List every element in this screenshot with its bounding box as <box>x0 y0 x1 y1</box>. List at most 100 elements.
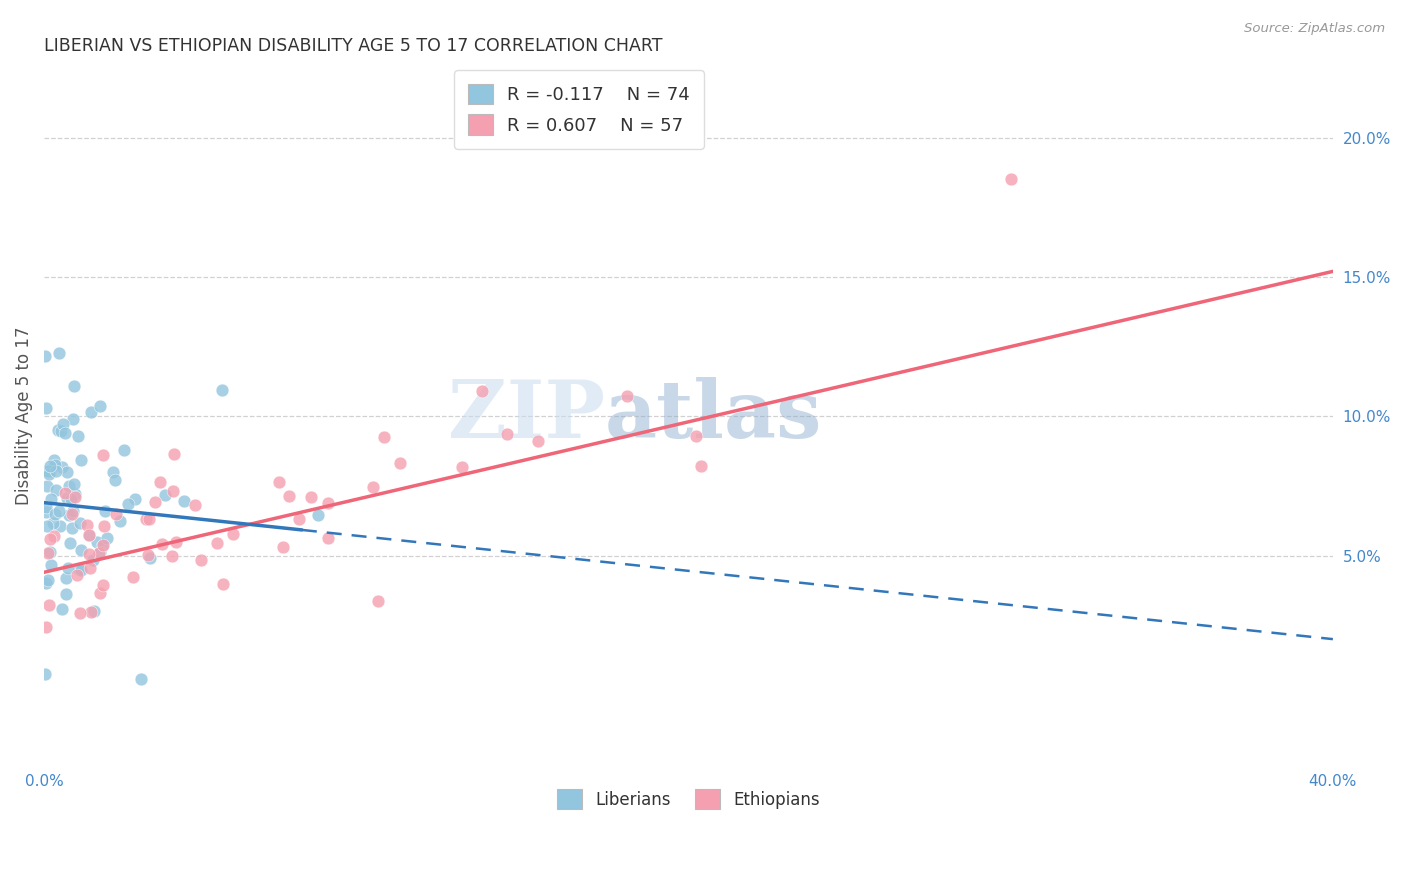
Point <box>38 467 60 482</box>
Point <box>62 412 84 426</box>
Point <box>129 673 152 687</box>
Point <box>1000 172 1022 186</box>
Point <box>63 491 86 505</box>
Point <box>70 563 93 577</box>
Text: atlas: atlas <box>605 377 823 455</box>
Point <box>173 494 195 508</box>
Point <box>104 474 127 488</box>
Point <box>46 423 69 437</box>
Y-axis label: Disability Age 5 to 17: Disability Age 5 to 17 <box>15 327 32 506</box>
Text: Source: ZipAtlas.com: Source: ZipAtlas.com <box>1244 22 1385 36</box>
Point <box>496 426 519 441</box>
Point <box>150 537 173 551</box>
Point <box>316 495 339 509</box>
Point <box>211 384 233 398</box>
Point <box>41 491 63 506</box>
Point <box>112 443 135 458</box>
Point <box>37 464 59 478</box>
Point <box>63 477 86 491</box>
Point <box>55 587 77 601</box>
Point <box>42 516 65 531</box>
Point <box>367 594 389 608</box>
Point <box>58 508 80 523</box>
Point <box>37 573 59 587</box>
Point <box>165 535 187 549</box>
Point <box>471 384 494 398</box>
Point <box>316 531 339 545</box>
Point <box>89 399 111 413</box>
Point <box>93 448 115 462</box>
Point <box>117 497 139 511</box>
Point <box>86 535 108 549</box>
Point <box>91 577 114 591</box>
Point <box>35 478 58 492</box>
Point <box>361 480 384 494</box>
Point <box>59 536 82 550</box>
Point <box>66 428 89 442</box>
Point <box>60 507 83 521</box>
Point <box>373 430 395 444</box>
Point <box>616 389 638 403</box>
Point <box>79 561 101 575</box>
Point <box>94 504 117 518</box>
Point <box>183 499 205 513</box>
Point <box>51 425 73 439</box>
Point <box>80 405 103 419</box>
Point <box>80 605 103 619</box>
Point <box>63 379 86 393</box>
Point <box>82 553 104 567</box>
Point <box>89 586 111 600</box>
Point <box>222 526 245 541</box>
Point <box>34 349 56 363</box>
Point <box>42 453 65 467</box>
Point <box>93 519 115 533</box>
Point <box>79 528 101 542</box>
Point <box>42 529 65 543</box>
Point <box>38 458 60 473</box>
Point <box>39 558 62 572</box>
Point <box>45 463 67 477</box>
Point <box>105 507 128 521</box>
Point <box>39 533 62 547</box>
Point <box>205 536 228 550</box>
Point <box>108 515 131 529</box>
Point <box>124 491 146 506</box>
Point <box>83 604 105 618</box>
Point <box>44 458 66 473</box>
Point <box>89 546 111 560</box>
Point <box>69 606 91 620</box>
Point <box>63 487 86 501</box>
Point <box>58 479 80 493</box>
Text: ZIP: ZIP <box>447 377 605 455</box>
Point <box>69 543 91 558</box>
Point <box>89 545 111 559</box>
Point <box>35 506 58 520</box>
Point <box>77 528 100 542</box>
Point <box>388 456 411 470</box>
Point <box>76 517 98 532</box>
Point <box>34 620 56 634</box>
Point <box>66 567 89 582</box>
Point <box>162 447 184 461</box>
Point <box>149 475 172 489</box>
Point <box>153 487 176 501</box>
Point <box>62 504 84 518</box>
Point <box>135 511 157 525</box>
Point <box>307 508 329 523</box>
Point <box>143 495 166 509</box>
Point <box>34 666 56 681</box>
Point <box>685 428 707 442</box>
Point <box>55 571 77 585</box>
Point <box>77 547 100 561</box>
Point <box>267 475 290 489</box>
Point <box>90 539 112 553</box>
Point <box>70 453 93 467</box>
Point <box>162 483 184 498</box>
Point <box>34 401 56 416</box>
Point <box>103 466 125 480</box>
Point <box>51 460 73 475</box>
Point <box>48 503 70 517</box>
Point <box>450 460 472 475</box>
Point <box>38 464 60 478</box>
Point <box>160 549 183 564</box>
